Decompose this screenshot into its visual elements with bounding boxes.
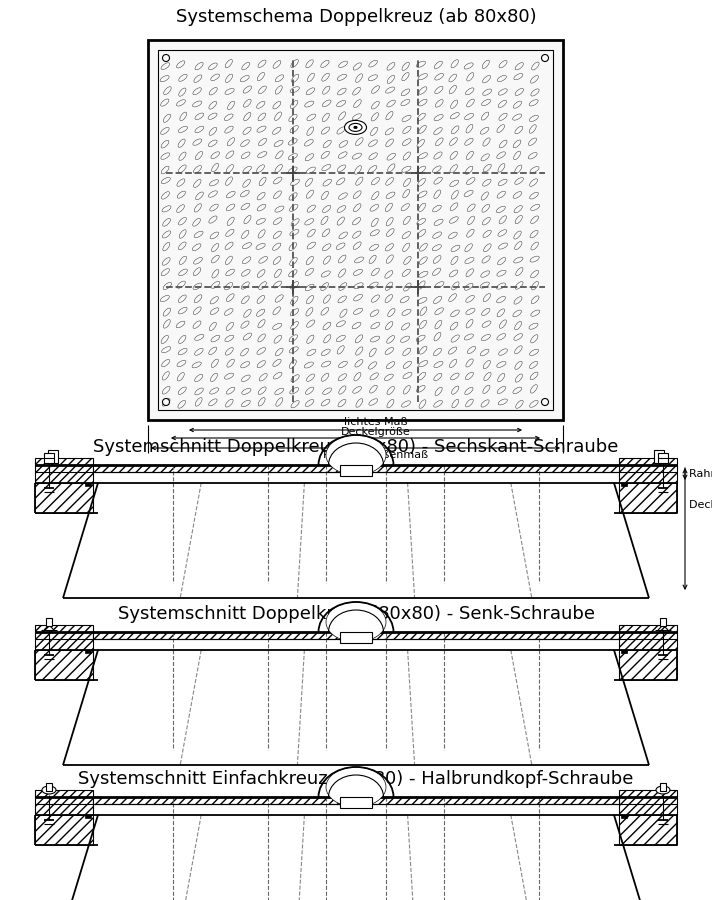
Ellipse shape xyxy=(656,786,670,794)
Bar xyxy=(35,458,93,483)
Text: Deckelhoöhe mit Verstärkungen: Deckelhoöhe mit Verstärkungen xyxy=(689,500,712,510)
Text: lichtes Maß: lichtes Maß xyxy=(344,417,407,427)
Bar xyxy=(85,483,91,486)
Bar xyxy=(621,483,627,486)
Bar xyxy=(93,797,619,804)
Bar xyxy=(658,453,668,463)
Bar xyxy=(93,465,619,472)
Bar xyxy=(660,618,666,626)
Text: Rahmenhöhe ca.: Rahmenhöhe ca. xyxy=(689,469,712,479)
Ellipse shape xyxy=(162,55,169,61)
Bar xyxy=(619,815,677,845)
Bar xyxy=(340,465,372,476)
Text: Systemschnitt Einfachkreuz (80x80) - Halbrundkopf-Schraube: Systemschnitt Einfachkreuz (80x80) - Hal… xyxy=(78,770,634,788)
Ellipse shape xyxy=(354,126,357,129)
Ellipse shape xyxy=(42,786,56,794)
Text: Systemschnitt Doppelkreuz (80x80) - Sechskant-Schraube: Systemschnitt Doppelkreuz (80x80) - Sech… xyxy=(93,438,619,456)
Bar xyxy=(93,632,619,639)
Ellipse shape xyxy=(349,123,362,131)
Ellipse shape xyxy=(326,435,386,475)
Bar xyxy=(46,618,52,626)
Text: Rahmenaußenmaß: Rahmenaußenmaß xyxy=(323,450,429,460)
Text: Systemschema Doppelkreuz (ab 80x80): Systemschema Doppelkreuz (ab 80x80) xyxy=(176,8,536,26)
Bar xyxy=(35,790,93,815)
Bar xyxy=(46,783,52,791)
Bar xyxy=(48,450,58,463)
Bar xyxy=(621,815,627,818)
Bar xyxy=(619,650,677,680)
Ellipse shape xyxy=(326,602,386,642)
Bar xyxy=(85,650,91,653)
Bar xyxy=(35,650,93,680)
Ellipse shape xyxy=(326,767,386,807)
Bar xyxy=(621,650,627,653)
Bar xyxy=(35,483,93,513)
Text: Deckelgröße: Deckelgröße xyxy=(340,427,410,437)
Bar xyxy=(85,815,91,818)
Bar xyxy=(340,632,372,643)
Bar xyxy=(654,450,664,463)
Bar xyxy=(619,458,677,483)
Bar xyxy=(660,783,666,791)
Ellipse shape xyxy=(542,55,548,61)
Bar xyxy=(619,625,677,650)
Text: Systemschnitt Doppelkreuz (80x80) - Senk-Schraube: Systemschnitt Doppelkreuz (80x80) - Senk… xyxy=(117,605,595,623)
Bar xyxy=(619,483,677,513)
Ellipse shape xyxy=(162,399,169,406)
Ellipse shape xyxy=(542,399,548,406)
Bar xyxy=(35,815,93,845)
Bar xyxy=(340,797,372,808)
Bar xyxy=(148,40,563,420)
Bar xyxy=(158,50,553,410)
Bar xyxy=(44,453,54,463)
Bar xyxy=(35,625,93,650)
Bar xyxy=(619,790,677,815)
Ellipse shape xyxy=(345,121,367,134)
